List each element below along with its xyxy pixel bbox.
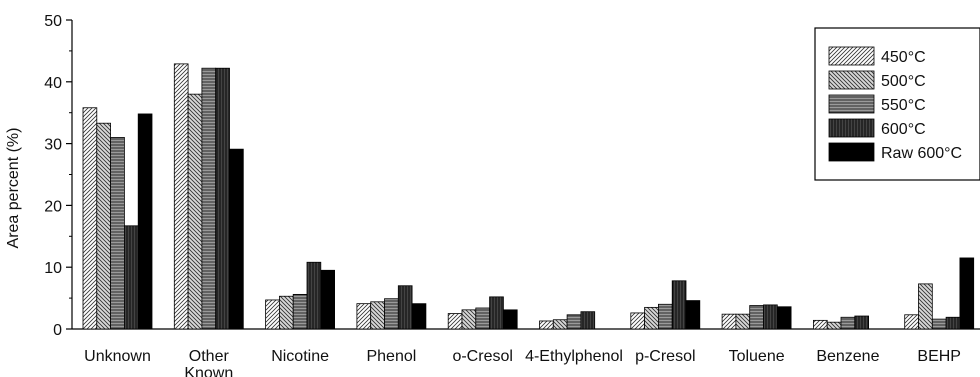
bar-solid [685,300,701,330]
bar-diag-ne [904,314,919,330]
legend-label: 550°C [881,97,926,114]
bar-solid [320,269,335,330]
bar-horizontal [475,307,490,330]
x-tick-label: Benzene [816,348,879,365]
bar-diag-nw [826,321,842,330]
y-tick-label: 30 [44,137,62,154]
legend: 450°C 500°C 550°C 600°C Raw 600°C [814,27,980,181]
y-tick-label: 20 [44,198,62,215]
bar-solid [229,148,244,330]
bar-diag-ne [721,313,737,330]
bar-vertical [671,280,687,330]
bar-horizontal [110,137,125,330]
bar-diag-nw [370,301,385,330]
bar-vertical [397,285,413,330]
x-tick-label: o-Cresol [452,348,512,365]
bar-diag-nw [644,306,659,330]
y-tick-labels: 0 10 20 30 40 50 [44,13,62,339]
bar-horizontal [201,67,217,330]
bar-vertical [306,261,322,330]
bar-horizontal [749,305,764,330]
bar-vertical [945,316,961,330]
legend-swatch [828,118,875,138]
y-tick-label: 0 [53,322,62,339]
y-tick-label: 50 [44,13,62,30]
bars [82,63,975,330]
bar-vertical [215,67,230,330]
bar-horizontal [840,316,856,330]
bar-diag-ne [813,319,828,330]
bar-solid [502,309,518,330]
bar-diag-ne [447,313,463,330]
bar-solid [137,113,153,330]
bar-diag-nw [461,309,477,330]
x-tick-label: Phenol [366,348,416,365]
bar-horizontal [292,293,308,330]
bar-horizontal [658,303,673,330]
bar-diag-ne [630,312,645,330]
bar-diag-nw [552,319,568,330]
bar-horizontal [384,298,399,330]
bar-horizontal [566,314,582,330]
y-tick-label: 10 [44,260,62,277]
bar-diag-ne [173,63,189,330]
y-tick-label: 40 [44,75,62,92]
bar-diag-nw [187,93,203,330]
bar-diag-nw [918,283,933,330]
legend-swatch [828,70,875,90]
y-axis-label: Area percent (%) [5,128,22,249]
bar-vertical [763,304,778,330]
bar-vertical [124,225,139,330]
bar-solid [959,257,975,330]
bar-vertical [580,311,596,330]
legend-label: Raw 600°C [881,145,962,162]
bar-diag-nw [735,313,751,330]
bar-diag-ne [539,320,554,330]
bar-diag-nw [96,122,112,330]
bar-vertical [489,296,504,330]
legend-label: 500°C [881,73,926,90]
x-tick-labels: Unknown Other Known Nicotine Phenol o-Cresol 4… [84,348,961,377]
bar-diag-nw [278,295,294,330]
legend-swatch [828,94,875,114]
legend-label: 600°C [881,121,926,138]
x-tick-label: Other Known [184,348,233,377]
x-tick-label: Toluene [729,348,785,365]
bar-diag-ne [356,303,372,330]
legend-label: 450°C [881,49,926,66]
legend-swatch [828,46,875,66]
x-tick-label: p-Cresol [635,348,695,365]
bar-vertical [854,315,869,330]
legend-swatch [828,142,875,162]
x-tick-label: Nicotine [271,348,329,365]
x-tick-label: 4-Ethylphenol [525,348,623,365]
bar-diag-ne [265,299,280,330]
bar-solid [776,306,792,330]
x-tick-label: BEHP [917,348,961,365]
bar-solid [411,303,427,330]
bar-horizontal [931,318,947,330]
x-tick-label: Unknown [84,348,151,365]
bar-diag-ne [82,107,98,330]
